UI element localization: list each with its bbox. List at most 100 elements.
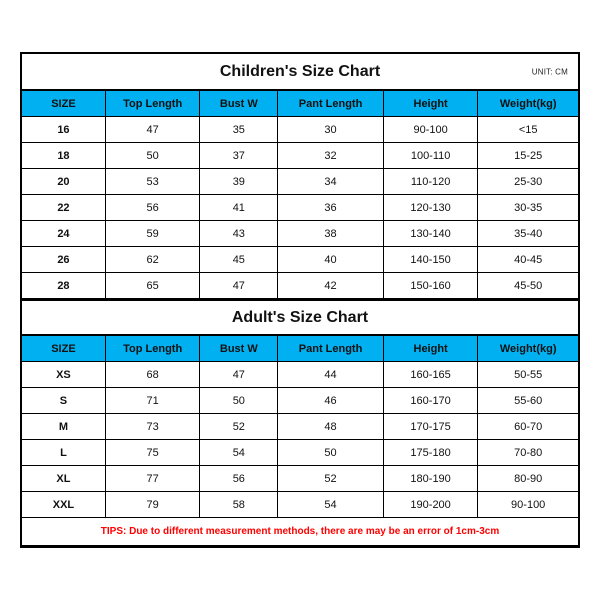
col-header: Bust W — [200, 336, 278, 362]
data-cell: 160-170 — [383, 388, 478, 414]
size-cell: XL — [22, 466, 105, 492]
children-title-row: Children's Size Chart UNIT: CM — [22, 54, 578, 90]
data-cell: 73 — [105, 414, 200, 440]
data-cell: 80-90 — [478, 466, 578, 492]
data-cell: 79 — [105, 492, 200, 518]
data-cell: 62 — [105, 247, 200, 273]
size-cell: 20 — [22, 169, 105, 195]
table-row: M735248170-17560-70 — [22, 414, 578, 440]
data-cell: 110-120 — [383, 169, 478, 195]
data-cell: 60-70 — [478, 414, 578, 440]
data-cell: 36 — [278, 195, 384, 221]
data-cell: 37 — [200, 143, 278, 169]
size-cell: 24 — [22, 221, 105, 247]
tips-row: TIPS: Due to different measurement metho… — [22, 518, 578, 546]
data-cell: 54 — [200, 440, 278, 466]
table-row: 20533934110-12025-30 — [22, 169, 578, 195]
size-cell: 18 — [22, 143, 105, 169]
data-cell: 41 — [200, 195, 278, 221]
children-title: Children's Size Chart — [220, 63, 380, 81]
size-cell: S — [22, 388, 105, 414]
col-header: Height — [383, 336, 478, 362]
table-row: 26624540140-15040-45 — [22, 247, 578, 273]
data-cell: 34 — [278, 169, 384, 195]
data-cell: 55-60 — [478, 388, 578, 414]
data-cell: 43 — [200, 221, 278, 247]
size-cell: 22 — [22, 195, 105, 221]
data-cell: 190-200 — [383, 492, 478, 518]
col-header: SIZE — [22, 91, 105, 117]
col-header: Weight(kg) — [478, 91, 578, 117]
data-cell: 56 — [105, 195, 200, 221]
size-cell: XS — [22, 362, 105, 388]
data-cell: 54 — [278, 492, 384, 518]
data-cell: 32 — [278, 143, 384, 169]
data-cell: <15 — [478, 117, 578, 143]
data-cell: 160-165 — [383, 362, 478, 388]
col-header: Top Length — [105, 91, 200, 117]
table-row: S715046160-17055-60 — [22, 388, 578, 414]
col-header: SIZE — [22, 336, 105, 362]
data-cell: 48 — [278, 414, 384, 440]
size-cell: XXL — [22, 492, 105, 518]
size-cell: 28 — [22, 273, 105, 299]
adult-title-row: Adult's Size Chart — [22, 299, 578, 335]
size-cell: M — [22, 414, 105, 440]
data-cell: 100-110 — [383, 143, 478, 169]
data-cell: 170-175 — [383, 414, 478, 440]
table-row: 28654742150-16045-50 — [22, 273, 578, 299]
table-header: SIZETop LengthBust WPant LengthHeightWei… — [22, 336, 578, 362]
data-cell: 120-130 — [383, 195, 478, 221]
table-row: XL775652180-19080-90 — [22, 466, 578, 492]
table-row: 1647353090-100<15 — [22, 117, 578, 143]
data-cell: 180-190 — [383, 466, 478, 492]
data-cell: 75 — [105, 440, 200, 466]
data-cell: 45-50 — [478, 273, 578, 299]
data-cell: 130-140 — [383, 221, 478, 247]
data-cell: 47 — [200, 273, 278, 299]
size-cell: L — [22, 440, 105, 466]
children-table: SIZETop LengthBust WPant LengthHeightWei… — [22, 90, 578, 299]
data-cell: 40 — [278, 247, 384, 273]
data-cell: 15-25 — [478, 143, 578, 169]
table-row: XS684744160-16550-55 — [22, 362, 578, 388]
data-cell: 175-180 — [383, 440, 478, 466]
data-cell: 42 — [278, 273, 384, 299]
col-header: Weight(kg) — [478, 336, 578, 362]
data-cell: 30 — [278, 117, 384, 143]
col-header: Pant Length — [278, 91, 384, 117]
data-cell: 47 — [200, 362, 278, 388]
data-cell: 44 — [278, 362, 384, 388]
data-cell: 150-160 — [383, 273, 478, 299]
data-cell: 50 — [278, 440, 384, 466]
data-cell: 50 — [200, 388, 278, 414]
data-cell: 90-100 — [478, 492, 578, 518]
size-cell: 26 — [22, 247, 105, 273]
data-cell: 46 — [278, 388, 384, 414]
table-row: 22564136120-13030-35 — [22, 195, 578, 221]
data-cell: 52 — [278, 466, 384, 492]
tips-text: TIPS: Due to different measurement metho… — [22, 518, 578, 546]
size-chart-frame: Children's Size Chart UNIT: CM SIZETop L… — [20, 52, 580, 548]
adult-table: SIZETop LengthBust WPant LengthHeightWei… — [22, 335, 578, 546]
data-cell: 56 — [200, 466, 278, 492]
data-cell: 50-55 — [478, 362, 578, 388]
data-cell: 47 — [105, 117, 200, 143]
col-header: Pant Length — [278, 336, 384, 362]
data-cell: 35 — [200, 117, 278, 143]
data-cell: 68 — [105, 362, 200, 388]
size-cell: 16 — [22, 117, 105, 143]
col-header: Top Length — [105, 336, 200, 362]
data-cell: 90-100 — [383, 117, 478, 143]
data-cell: 140-150 — [383, 247, 478, 273]
table-row: L755450175-18070-80 — [22, 440, 578, 466]
data-cell: 70-80 — [478, 440, 578, 466]
data-cell: 39 — [200, 169, 278, 195]
data-cell: 38 — [278, 221, 384, 247]
col-header: Height — [383, 91, 478, 117]
data-cell: 53 — [105, 169, 200, 195]
data-cell: 30-35 — [478, 195, 578, 221]
data-cell: 59 — [105, 221, 200, 247]
data-cell: 50 — [105, 143, 200, 169]
table-row: 24594338130-14035-40 — [22, 221, 578, 247]
